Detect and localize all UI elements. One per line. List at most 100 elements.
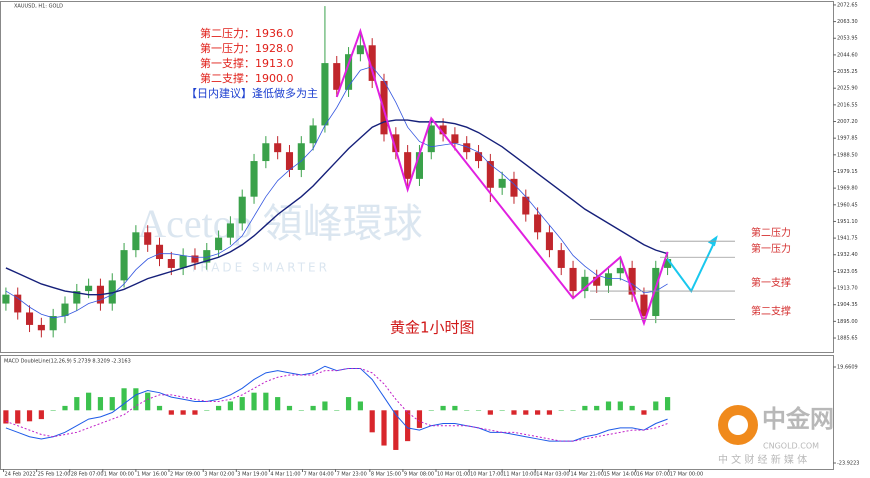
- watermark-tagline: TRADE SMARTER: [189, 261, 330, 275]
- candle-body: [321, 63, 329, 126]
- y-tick-label: 1923.05: [837, 269, 858, 275]
- x-tick-label: 1 Mar 16:00: [137, 472, 167, 478]
- macd-bar: [97, 397, 104, 411]
- macd-bar: [535, 410, 541, 415]
- macd-bar: [74, 397, 80, 411]
- candle-body: [144, 232, 152, 245]
- macd-bar: [62, 405, 68, 411]
- macd-bar: [38, 410, 44, 420]
- macd-bar: [322, 401, 328, 411]
- y-tick-label: 2053.95: [837, 36, 858, 42]
- macd-bar: [664, 397, 671, 411]
- candle-body: [664, 259, 672, 268]
- macd-bar: [239, 397, 245, 411]
- candle-body: [215, 237, 223, 251]
- x-tick-label: 7 Mar 04:00: [303, 472, 333, 478]
- annotation: 第二压力：1936.0: [200, 26, 294, 40]
- y-tick-label: -23.9223: [837, 460, 859, 466]
- x-tick-label: 10 Mar 17:00: [470, 472, 503, 478]
- macd-bar: [405, 410, 411, 442]
- annotation: 第一压力：1928.0: [200, 41, 294, 55]
- candle-body: [25, 312, 34, 325]
- candle-body: [226, 223, 234, 238]
- y-tick-label: 1941.75: [837, 236, 858, 242]
- x-tick-label: 7 Mar 23:00: [337, 472, 367, 478]
- candle-body: [297, 143, 305, 170]
- candle-body: [616, 267, 624, 274]
- macd-bar: [133, 388, 139, 411]
- macd-bar: [558, 410, 564, 411]
- macd-bar: [310, 405, 316, 411]
- macd-bar: [546, 410, 553, 415]
- candle-body: [250, 161, 258, 197]
- candle-body: [73, 291, 81, 304]
- macd-bar: [452, 405, 458, 411]
- macd-bar: [50, 410, 56, 411]
- y-tick-label: 2007.20: [837, 119, 858, 125]
- macd-bar: [523, 410, 529, 415]
- y-tick-label: 1932.40: [837, 252, 858, 258]
- candle-body: [463, 143, 471, 153]
- candle-body: [451, 134, 459, 144]
- macd-bar: [204, 410, 210, 411]
- candle-body: [404, 152, 412, 179]
- candle-body: [534, 214, 542, 233]
- candle-body: [557, 250, 565, 268]
- macd-bar: [570, 410, 576, 411]
- macd-bar: [511, 410, 517, 415]
- macd-bar: [629, 405, 635, 411]
- candle-body: [203, 250, 211, 263]
- y-tick-label: 19.6609: [837, 364, 858, 370]
- candle-body: [652, 267, 660, 317]
- macd-bar: [653, 401, 659, 411]
- logo-domain: CNGOLD.COM: [763, 442, 819, 451]
- macd-bar: [180, 410, 186, 415]
- y-tick-label: 2072.65: [837, 2, 858, 8]
- candle-body: [593, 276, 601, 286]
- macd-bar: [641, 410, 647, 415]
- annotation: 第一支撑：1913.0: [200, 56, 294, 70]
- y-tick-label: 1951.10: [837, 219, 858, 225]
- logo-icon-inner: [728, 415, 748, 435]
- x-tick-label: 14 Mar 03:00: [536, 472, 569, 478]
- macd-bar: [487, 410, 493, 415]
- candle-body: [167, 259, 175, 268]
- level-label: 第一支撑: [751, 276, 791, 289]
- x-tick-label: 3 Mar 02:00: [204, 472, 234, 478]
- candle-body: [427, 125, 435, 153]
- macd-line: [5, 365, 668, 442]
- macd-bar: [121, 388, 127, 411]
- y-tick-label: 1997.85: [837, 136, 858, 142]
- macd-bar: [227, 401, 234, 411]
- caption: 黄金1小时图: [390, 319, 475, 337]
- macd-bar: [286, 405, 293, 411]
- candle-body: [49, 316, 57, 331]
- x-tick-label: 28 Feb 07:00: [71, 472, 104, 478]
- macd-bar: [298, 410, 304, 411]
- y-tick-label: 2025.90: [837, 86, 858, 92]
- macd-bar: [15, 410, 21, 424]
- macd-bar: [440, 405, 446, 411]
- macd-bar: [594, 405, 600, 411]
- candle-body: [309, 125, 317, 144]
- candle-body: [368, 45, 376, 81]
- x-tick-label: 11 Mar 10:00: [503, 472, 536, 478]
- macd-bar: [275, 397, 281, 411]
- x-tick-label: 15 Mar 14:00: [604, 472, 637, 478]
- y-tick-label: 1969.80: [837, 186, 858, 192]
- macd-bar: [3, 410, 9, 424]
- candle-body: [108, 280, 116, 304]
- macd-bar: [168, 410, 174, 415]
- arrow-head: [707, 235, 718, 247]
- candle-body: [439, 125, 447, 135]
- candle-body: [37, 324, 45, 331]
- level-label: 第二压力: [751, 226, 791, 239]
- macd-bar: [357, 401, 363, 411]
- moving-average: [5, 119, 668, 296]
- candle-body: [14, 294, 22, 313]
- moving-average: [5, 66, 668, 319]
- candle-body: [179, 255, 187, 268]
- candle-body: [285, 152, 294, 170]
- y-tick-label: 2016.55: [837, 102, 858, 108]
